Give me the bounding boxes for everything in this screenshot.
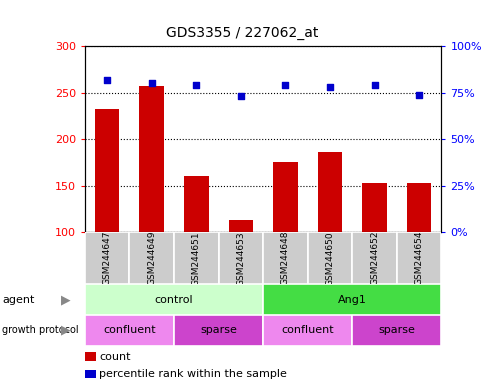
Text: percentile rank within the sample: percentile rank within the sample (99, 369, 287, 379)
Bar (351, 315, 440, 346)
Bar (362, 183, 386, 232)
Point (325, 84, 333, 90)
Bar (317, 152, 342, 232)
Point (192, 82, 200, 88)
Text: control: control (154, 295, 193, 305)
Text: GSM244650: GSM244650 (325, 231, 334, 286)
Text: GSM244648: GSM244648 (280, 231, 289, 285)
Text: GDS3355 / 227062_at: GDS3355 / 227062_at (166, 26, 318, 40)
Point (370, 82, 378, 88)
Text: Ang1: Ang1 (337, 295, 366, 305)
Bar (85, 232, 129, 284)
Text: sparse: sparse (378, 325, 414, 335)
Text: count: count (99, 351, 131, 362)
Text: GSM244647: GSM244647 (103, 231, 111, 285)
Bar (262, 284, 440, 315)
Bar (174, 315, 262, 346)
Text: GSM244651: GSM244651 (191, 231, 200, 286)
Bar (262, 232, 307, 284)
Bar (262, 315, 351, 346)
Bar (396, 232, 440, 284)
Bar (139, 86, 164, 232)
Bar (85, 315, 174, 346)
Bar (406, 183, 430, 232)
Text: confluent: confluent (281, 325, 333, 335)
Bar (351, 232, 396, 284)
Text: GSM244654: GSM244654 (414, 231, 423, 285)
Bar (95, 109, 119, 232)
Text: ▶: ▶ (60, 293, 70, 306)
Bar (272, 162, 297, 232)
Bar (183, 175, 208, 232)
Point (237, 93, 244, 99)
Point (103, 76, 111, 83)
Text: GSM244653: GSM244653 (236, 231, 245, 286)
Point (281, 82, 288, 88)
Point (414, 91, 422, 98)
Text: GSM244652: GSM244652 (369, 231, 378, 285)
Bar (85, 284, 262, 315)
Text: ▶: ▶ (60, 324, 70, 337)
Text: sparse: sparse (200, 325, 237, 335)
Bar (129, 232, 174, 284)
Bar (218, 232, 262, 284)
Bar (307, 232, 351, 284)
Text: agent: agent (2, 295, 35, 305)
Bar (174, 232, 218, 284)
Bar (228, 220, 253, 232)
Text: confluent: confluent (103, 325, 155, 335)
Text: growth protocol: growth protocol (2, 325, 79, 335)
Text: GSM244649: GSM244649 (147, 231, 156, 285)
Point (148, 80, 155, 86)
